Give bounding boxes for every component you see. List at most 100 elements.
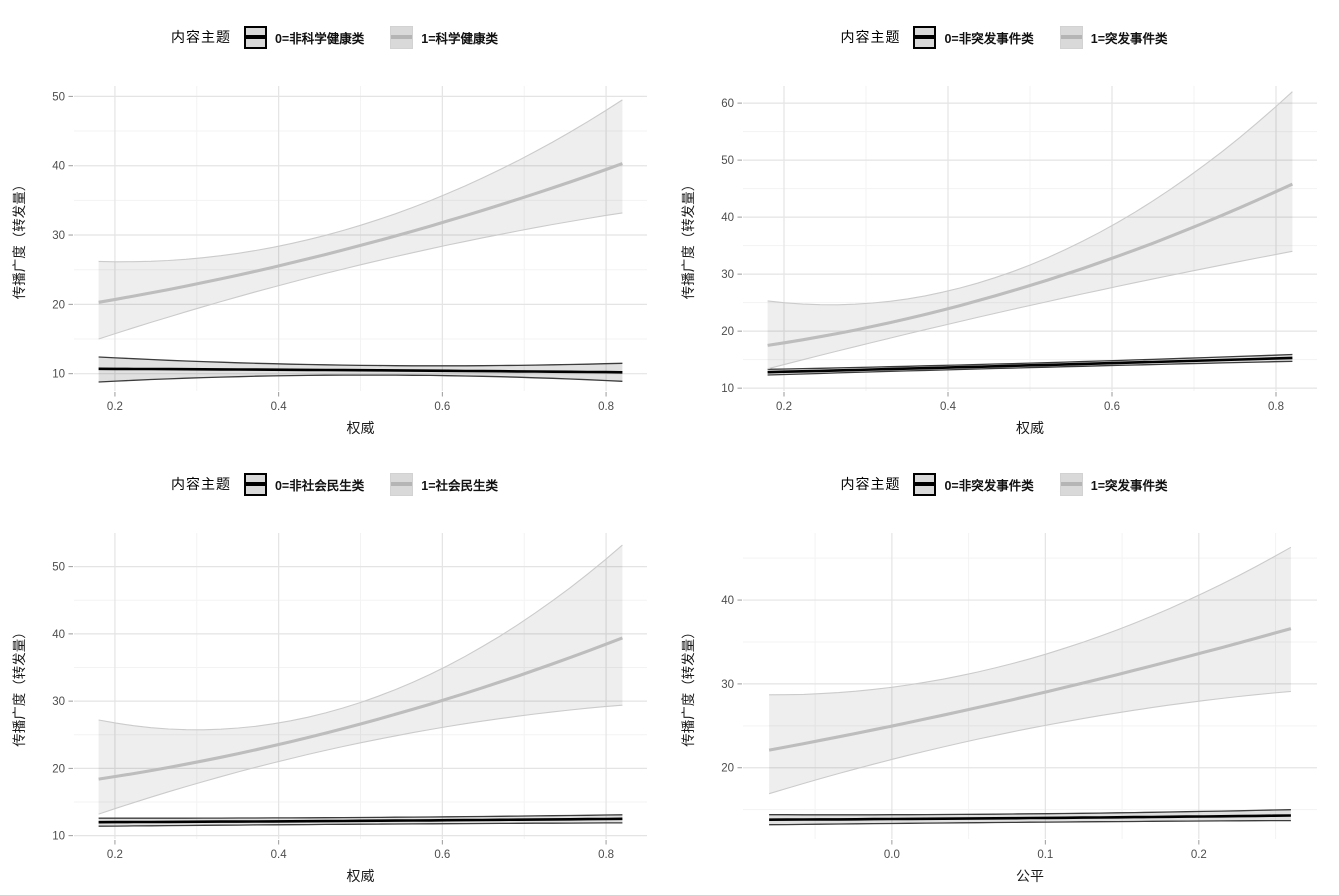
x-tick-label: 0.8 [1268,401,1284,413]
legend-key-gray-ribbon-icon [390,472,414,496]
legend-title: 内容主题 [840,476,901,492]
legend-key-gray-line-icon [1060,482,1082,486]
y-tick-label: 60 [721,98,734,110]
x-axis: 0.2 0.4 0.6 0.8 权威 [107,392,614,436]
grid-major [743,533,1317,839]
x-tick-label: 0.4 [271,401,288,413]
plot-panel-top-left: 0.2 0.4 0.6 0.8 权威 10 20 30 40 50 传播广度（转发量） [12,86,647,436]
x-tick-label: 0.6 [434,401,450,413]
y-tick-label: 50 [721,155,734,167]
legend-label-0: 0=非突发事件类 [944,478,1034,493]
ci-lower-edge-black [769,819,1291,826]
x-tick-label: 0.8 [598,849,614,861]
ci-lower-edge-gray [98,212,623,340]
legend-key-gray-line-icon [391,482,413,486]
y-tick-label: 40 [52,629,65,641]
legend: 内容主题 0=非突发事件类 1=突发事件类 [669,447,1339,521]
ci-ribbon-gray [98,545,623,815]
legend-title: 内容主题 [840,29,901,45]
ci-lower-edge-gray [768,690,1291,795]
ci-ribbon-gray [98,99,623,340]
ci-upper-edge-black [98,814,623,819]
y-tick-label: 50 [52,91,65,103]
x-tick-label: 0.6 [434,849,450,861]
x-tick-label: 0.2 [107,401,123,413]
legend-key-black-line-icon [915,482,935,486]
x-tick-label: 0.2 [107,849,123,861]
ci-lower-edge-gray [767,250,1293,370]
y-axis-title: 传播广度（转发量） [681,625,696,747]
trend-line-black [98,367,623,374]
x-tick-label: 0.1 [1037,849,1053,861]
ci-upper-edge-gray [98,99,623,263]
x-tick-label: 0.2 [776,401,792,413]
y-tick-label: 30 [721,679,734,691]
legend: 内容主题 0=非突发事件类 1=突发事件类 [669,0,1339,74]
y-axis-title: 传播广度（转发量） [12,625,27,747]
y-axis-title: 传播广度（转发量） [12,178,27,300]
y-axis: 20 30 40 传播广度（转发量） [681,595,742,775]
legend-label-0: 0=非社会民生类 [274,478,365,493]
legend-key-black-line-icon [915,35,935,39]
grid-minor [74,86,647,391]
plot-panel-bottom-right: 0.0 0.1 0.2 公平 20 30 40 传播广度（转发量） [681,533,1317,884]
plot-panel-bottom-left: 0.2 0.4 0.6 0.8 权威 10 20 30 40 50 传播广度（转发量） [12,533,647,884]
legend-key-gray-line-icon [1060,35,1082,39]
x-tick-label: 0.4 [940,401,957,413]
legend-label-1: 1=科学健康类 [421,31,499,46]
panel-cell-bottom-right: 内容主题 0=非突发事件类 1=突发事件类 0.0 0.1 0.2 公平 20 30 40 传… [669,447,1339,895]
legend-key-black-ribbon-icon [243,472,267,496]
y-tick-label: 30 [52,696,65,708]
y-tick-label: 10 [52,369,65,381]
x-axis: 0.2 0.4 0.6 0.8 权威 [107,840,614,884]
x-tick-label: 0.4 [271,849,288,861]
legend-key-black-line-icon [245,482,265,486]
x-axis-title: 权威 [347,868,375,884]
y-tick-label: 30 [721,269,734,281]
legend-key-black-line-icon [245,35,265,39]
ci-upper-edge-gray [767,91,1293,306]
legend-key-black-ribbon-icon [913,25,937,49]
x-tick-label: 0.8 [598,401,614,413]
trend-line-gray [98,162,623,304]
legend-label-0: 0=非科学健康类 [274,31,365,46]
trend-line-gray [767,182,1294,347]
legend-key-gray-ribbon-icon [390,25,414,49]
y-axis: 10 20 30 40 50 传播广度（转发量） [12,91,73,381]
y-axis-title: 传播广度（转发量） [681,178,696,300]
grid-minor [743,533,1317,839]
ci-lower-edge-gray [98,704,623,815]
y-tick-label: 20 [52,299,65,311]
legend-key-gray-ribbon-icon [1059,472,1083,496]
y-tick-label: 50 [52,562,65,574]
x-axis: 0.2 0.4 0.6 0.8 权威 [776,392,1284,436]
legend-key-black-ribbon-icon [243,25,267,49]
grid-major [74,533,647,839]
trend-line-gray [768,627,1292,752]
x-axis: 0.0 0.1 0.2 公平 [884,840,1207,884]
legend-label-1: 1=突发事件类 [1090,478,1168,493]
trend-line-black [98,817,623,824]
legend-key-black-ribbon-icon [913,472,937,496]
grid-major [743,86,1317,391]
legend: 内容主题 0=非科学健康类 1=科学健康类 [0,0,669,74]
legend-key-gray-ribbon-icon [1059,25,1083,49]
legend-key-gray-line-icon [391,35,413,39]
trend-line-gray [98,636,623,781]
y-axis: 10 20 30 40 50 60 传播广度（转发量） [681,98,742,395]
y-tick-label: 20 [721,326,734,338]
ci-upper-edge-black [769,809,1291,816]
ci-upper-edge-gray [98,544,623,731]
legend: 内容主题 0=非社会民生类 1=社会民生类 [0,447,669,521]
legend-label-1: 1=突发事件类 [1090,31,1168,46]
x-tick-label: 0.6 [1104,401,1120,413]
ci-lower-edge-black [98,374,623,383]
y-tick-label: 40 [721,595,734,607]
y-tick-label: 10 [52,831,65,843]
ci-ribbon-gray [769,547,1291,794]
y-tick-label: 40 [52,161,65,173]
panel-cell-top-right: 内容主题 0=非突发事件类 1=突发事件类 0.2 0.4 0.6 0.8 权威 10 20… [669,0,1339,447]
x-tick-label: 0.0 [884,849,900,861]
grid-minor [74,533,647,839]
